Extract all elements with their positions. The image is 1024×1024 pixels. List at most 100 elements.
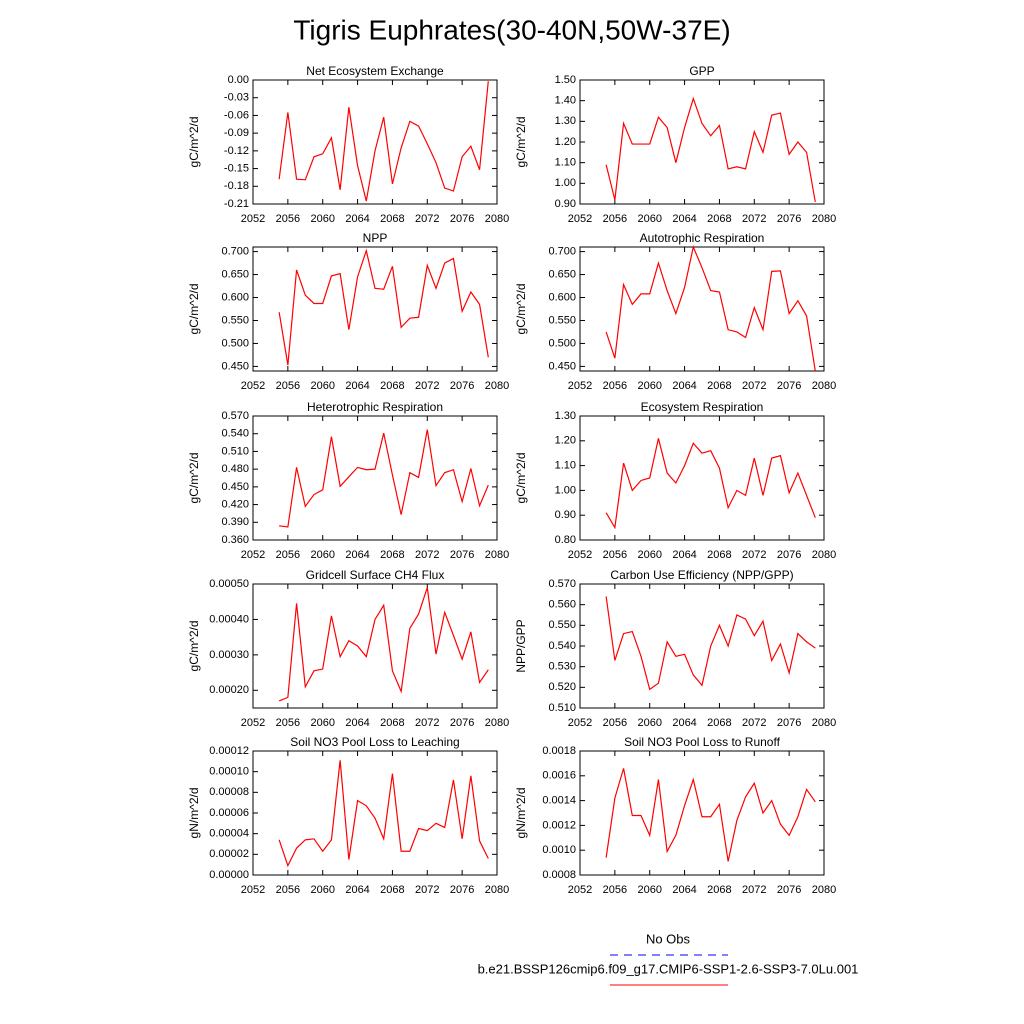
y-tick-label: 0.00002: [209, 848, 249, 860]
plot-frame: [252, 79, 498, 205]
x-tick-label: 2076: [450, 213, 474, 225]
x-tick-label: 2060: [637, 884, 661, 896]
y-tick-label: 0.0010: [542, 844, 576, 856]
x-tick-label: 2080: [812, 549, 836, 561]
plot-frame: [579, 415, 825, 541]
data-line: [605, 768, 816, 862]
y-axis-label: gC/m^2/d: [187, 117, 201, 168]
x-tick-label: 2072: [415, 717, 439, 729]
data-line: [278, 81, 489, 202]
x-tick-label: 2052: [241, 884, 265, 896]
y-tick-label: 0.90: [555, 509, 576, 521]
y-tick-label: 0.550: [548, 314, 576, 326]
y-axis-label: gN/m^2/d: [187, 788, 201, 839]
x-tick-label: 2068: [380, 549, 404, 561]
x-tick-label: 2080: [812, 884, 836, 896]
y-tick-label: 0.00: [228, 74, 249, 86]
y-tick-label: 0.390: [221, 516, 249, 528]
x-tick-label: 2056: [603, 549, 627, 561]
y-tick-label: 0.700: [548, 245, 576, 257]
x-tick-label: 2072: [742, 213, 766, 225]
x-tick-label: 2056: [603, 380, 627, 392]
y-tick-label: 0.650: [221, 268, 249, 280]
y-tick-label: 0.520: [548, 681, 576, 693]
y-tick-label: 0.650: [548, 268, 576, 280]
x-tick-label: 2076: [777, 380, 801, 392]
x-tick-label: 2068: [707, 884, 731, 896]
plot-frame: [252, 583, 498, 709]
y-tick-label: -0.21: [224, 198, 249, 210]
plot-frame: [252, 246, 498, 372]
y-tick-label: 0.00000: [209, 869, 249, 881]
y-axis-label: gC/m^2/d: [514, 453, 528, 504]
y-axis-label: gC/m^2/d: [187, 284, 201, 335]
plot-frame: [579, 750, 825, 876]
x-tick-label: 2080: [485, 884, 509, 896]
data-line: [605, 596, 816, 691]
y-tick-label: 0.00004: [209, 828, 249, 840]
x-tick-label: 2076: [450, 884, 474, 896]
y-axis-label: gC/m^2/d: [187, 621, 201, 672]
x-tick-label: 2056: [276, 213, 300, 225]
panel-title: Autotrophic Respiration: [640, 231, 765, 245]
x-tick-label: 2076: [777, 884, 801, 896]
x-tick-label: 2076: [777, 717, 801, 729]
panel-title: Carbon Use Efficiency (NPP/GPP): [610, 568, 793, 582]
x-tick-label: 2056: [603, 884, 627, 896]
y-tick-label: 0.00040: [209, 613, 249, 625]
legend-label: b.e21.BSSP126cmip6.f09_g17.CMIP6-SSP1-2.…: [478, 961, 859, 976]
x-tick-label: 2080: [485, 380, 509, 392]
panel-title: GPP: [689, 64, 714, 78]
x-tick-label: 2080: [812, 717, 836, 729]
y-tick-label: 0.540: [548, 640, 576, 652]
x-tick-label: 2064: [345, 549, 369, 561]
data-line: [278, 248, 489, 366]
y-tick-label: 0.510: [221, 445, 249, 457]
y-tick-label: -0.09: [224, 127, 249, 139]
x-tick-label: 2064: [345, 717, 369, 729]
x-tick-label: 2064: [672, 213, 696, 225]
x-tick-label: 2072: [415, 380, 439, 392]
x-tick-label: 2064: [345, 884, 369, 896]
y-tick-label: 0.530: [548, 661, 576, 673]
y-tick-label: 0.00012: [209, 745, 249, 757]
x-tick-label: 2060: [310, 549, 334, 561]
x-tick-label: 2056: [276, 717, 300, 729]
x-tick-label: 2060: [310, 717, 334, 729]
y-tick-label: 1.40: [555, 95, 576, 107]
y-axis-label: gC/m^2/d: [514, 284, 528, 335]
x-tick-label: 2060: [637, 717, 661, 729]
panel-title: Heterotrophic Respiration: [307, 400, 443, 414]
x-tick-label: 2072: [742, 380, 766, 392]
y-tick-label: 0.00008: [209, 786, 249, 798]
x-tick-label: 2064: [345, 380, 369, 392]
x-tick-label: 2052: [241, 213, 265, 225]
y-tick-label: 0.600: [548, 291, 576, 303]
x-tick-label: 2060: [637, 213, 661, 225]
y-tick-label: 0.90: [555, 198, 576, 210]
x-tick-label: 2068: [707, 549, 731, 561]
y-tick-label: 0.550: [548, 619, 576, 631]
x-tick-label: 2056: [276, 380, 300, 392]
y-tick-label: 0.0014: [542, 795, 576, 807]
data-line: [278, 587, 489, 702]
x-tick-label: 2072: [742, 549, 766, 561]
y-tick-label: 1.30: [555, 410, 576, 422]
x-tick-label: 2052: [241, 380, 265, 392]
y-tick-label: 0.0008: [542, 869, 576, 881]
x-tick-label: 2060: [310, 213, 334, 225]
x-tick-label: 2064: [672, 380, 696, 392]
panel-title: Gridcell Surface CH4 Flux: [306, 568, 445, 582]
y-axis-label: gN/m^2/d: [514, 788, 528, 839]
x-tick-label: 2080: [812, 380, 836, 392]
x-tick-label: 2052: [568, 380, 592, 392]
x-tick-label: 2080: [485, 213, 509, 225]
y-tick-label: 0.0012: [542, 819, 576, 831]
x-tick-label: 2080: [812, 213, 836, 225]
data-line: [279, 429, 489, 528]
y-tick-label: 1.50: [555, 74, 576, 86]
x-tick-label: 2064: [672, 717, 696, 729]
x-tick-label: 2052: [241, 717, 265, 729]
y-tick-label: 1.00: [555, 484, 576, 496]
